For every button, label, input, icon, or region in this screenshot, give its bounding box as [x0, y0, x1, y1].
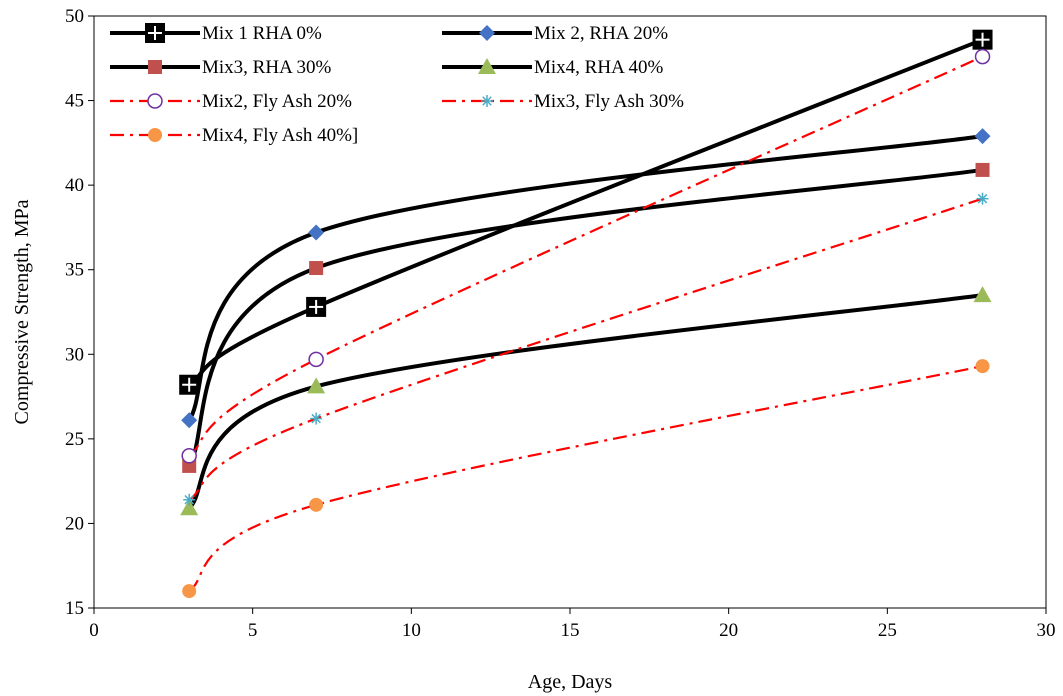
legend-label: Mix3, Fly Ash 30% — [534, 91, 684, 112]
legend-marker — [481, 95, 493, 107]
data-point — [973, 286, 992, 303]
legend-label: Mix4, RHA 40% — [534, 57, 663, 78]
legend: Mix 1 RHA 0% Mix 2, RHA 20% Mix3, RHA 30% M… — [110, 23, 684, 146]
x-tick-label: 0 — [89, 620, 99, 641]
data-point — [976, 192, 989, 205]
legend-marker — [145, 23, 165, 43]
legend-label: Mix2, Fly Ash 20% — [202, 91, 352, 112]
data-point — [974, 128, 991, 145]
x-tick-label: 5 — [248, 620, 258, 641]
data-point — [309, 497, 324, 512]
data-point — [180, 499, 199, 516]
legend-item-6: Mix3, Fly Ash 30% — [442, 91, 684, 112]
legend-label: Mix 1 RHA 0% — [202, 23, 322, 44]
x-axis-title: Age, Days — [528, 671, 613, 693]
data-point — [975, 162, 990, 177]
series-line — [188, 197, 983, 501]
x-tick-label: 25 — [878, 620, 897, 641]
legend-label: Mix3, RHA 30% — [202, 57, 331, 78]
legend-item-4: Mix4, RHA 40% — [442, 57, 663, 78]
y-tick-label: 30 — [65, 344, 84, 365]
data-point — [975, 359, 990, 374]
legend-marker — [148, 60, 162, 74]
y-tick-label: 50 — [65, 6, 84, 27]
series-line — [188, 55, 983, 457]
data-point — [181, 412, 198, 429]
legend-marker — [147, 93, 163, 109]
legend-marker — [478, 58, 496, 74]
data-point — [306, 296, 327, 317]
data-point — [308, 351, 324, 368]
series-6 — [183, 192, 989, 506]
y-tick-label: 45 — [65, 91, 84, 112]
legend-item-7: Mix4, Fly Ash 40%] — [110, 125, 358, 146]
legend-item-1: Mix 1 RHA 0% — [110, 23, 322, 44]
data-point — [309, 261, 324, 276]
legend-item-5: Mix2, Fly Ash 20% — [110, 91, 352, 112]
y-tick-label: 15 — [65, 598, 84, 619]
data-point — [179, 374, 200, 395]
legend-item-2: Mix 2, RHA 20% — [442, 23, 668, 44]
legend-label: Mix4, Fly Ash 40%] — [202, 125, 358, 146]
data-point — [974, 48, 991, 65]
plot-frame — [93, 15, 1047, 609]
data-point — [310, 412, 323, 425]
series-layer — [179, 29, 993, 599]
legend-label: Mix 2, RHA 20% — [534, 23, 668, 44]
y-tick-label: 20 — [65, 513, 84, 534]
series-line — [187, 134, 983, 422]
y-axis-title: Compressive Strength, MPa — [11, 199, 33, 424]
data-point — [307, 377, 326, 394]
y-tick-label: 35 — [65, 260, 84, 281]
series-1 — [179, 29, 993, 395]
data-point — [308, 224, 325, 241]
series-line — [188, 37, 984, 387]
series-5 — [181, 48, 991, 464]
data-point — [182, 584, 197, 599]
x-tick-label: 30 — [1037, 620, 1056, 641]
series-line — [187, 167, 983, 467]
plot-area — [93, 15, 1047, 609]
series-line — [188, 365, 983, 592]
series-2 — [181, 128, 991, 429]
x-tick-label: 20 — [719, 620, 738, 641]
axes: 0 5 10 15 20 25 30 15 20 25 30 35 40 45 50 — [65, 6, 1056, 641]
data-point — [181, 448, 197, 464]
y-tick-label: 25 — [65, 429, 84, 450]
x-tick-label: 15 — [561, 620, 580, 641]
data-point — [972, 29, 993, 50]
series-line — [187, 293, 983, 510]
series-7 — [182, 359, 990, 599]
series-4 — [180, 286, 992, 516]
legend-item-3: Mix3, RHA 30% — [110, 57, 331, 78]
legend-marker — [148, 128, 162, 142]
y-tick-label: 40 — [65, 175, 84, 196]
legend-marker — [479, 25, 495, 41]
data-point — [183, 493, 196, 506]
x-tick-label: 10 — [402, 620, 421, 641]
